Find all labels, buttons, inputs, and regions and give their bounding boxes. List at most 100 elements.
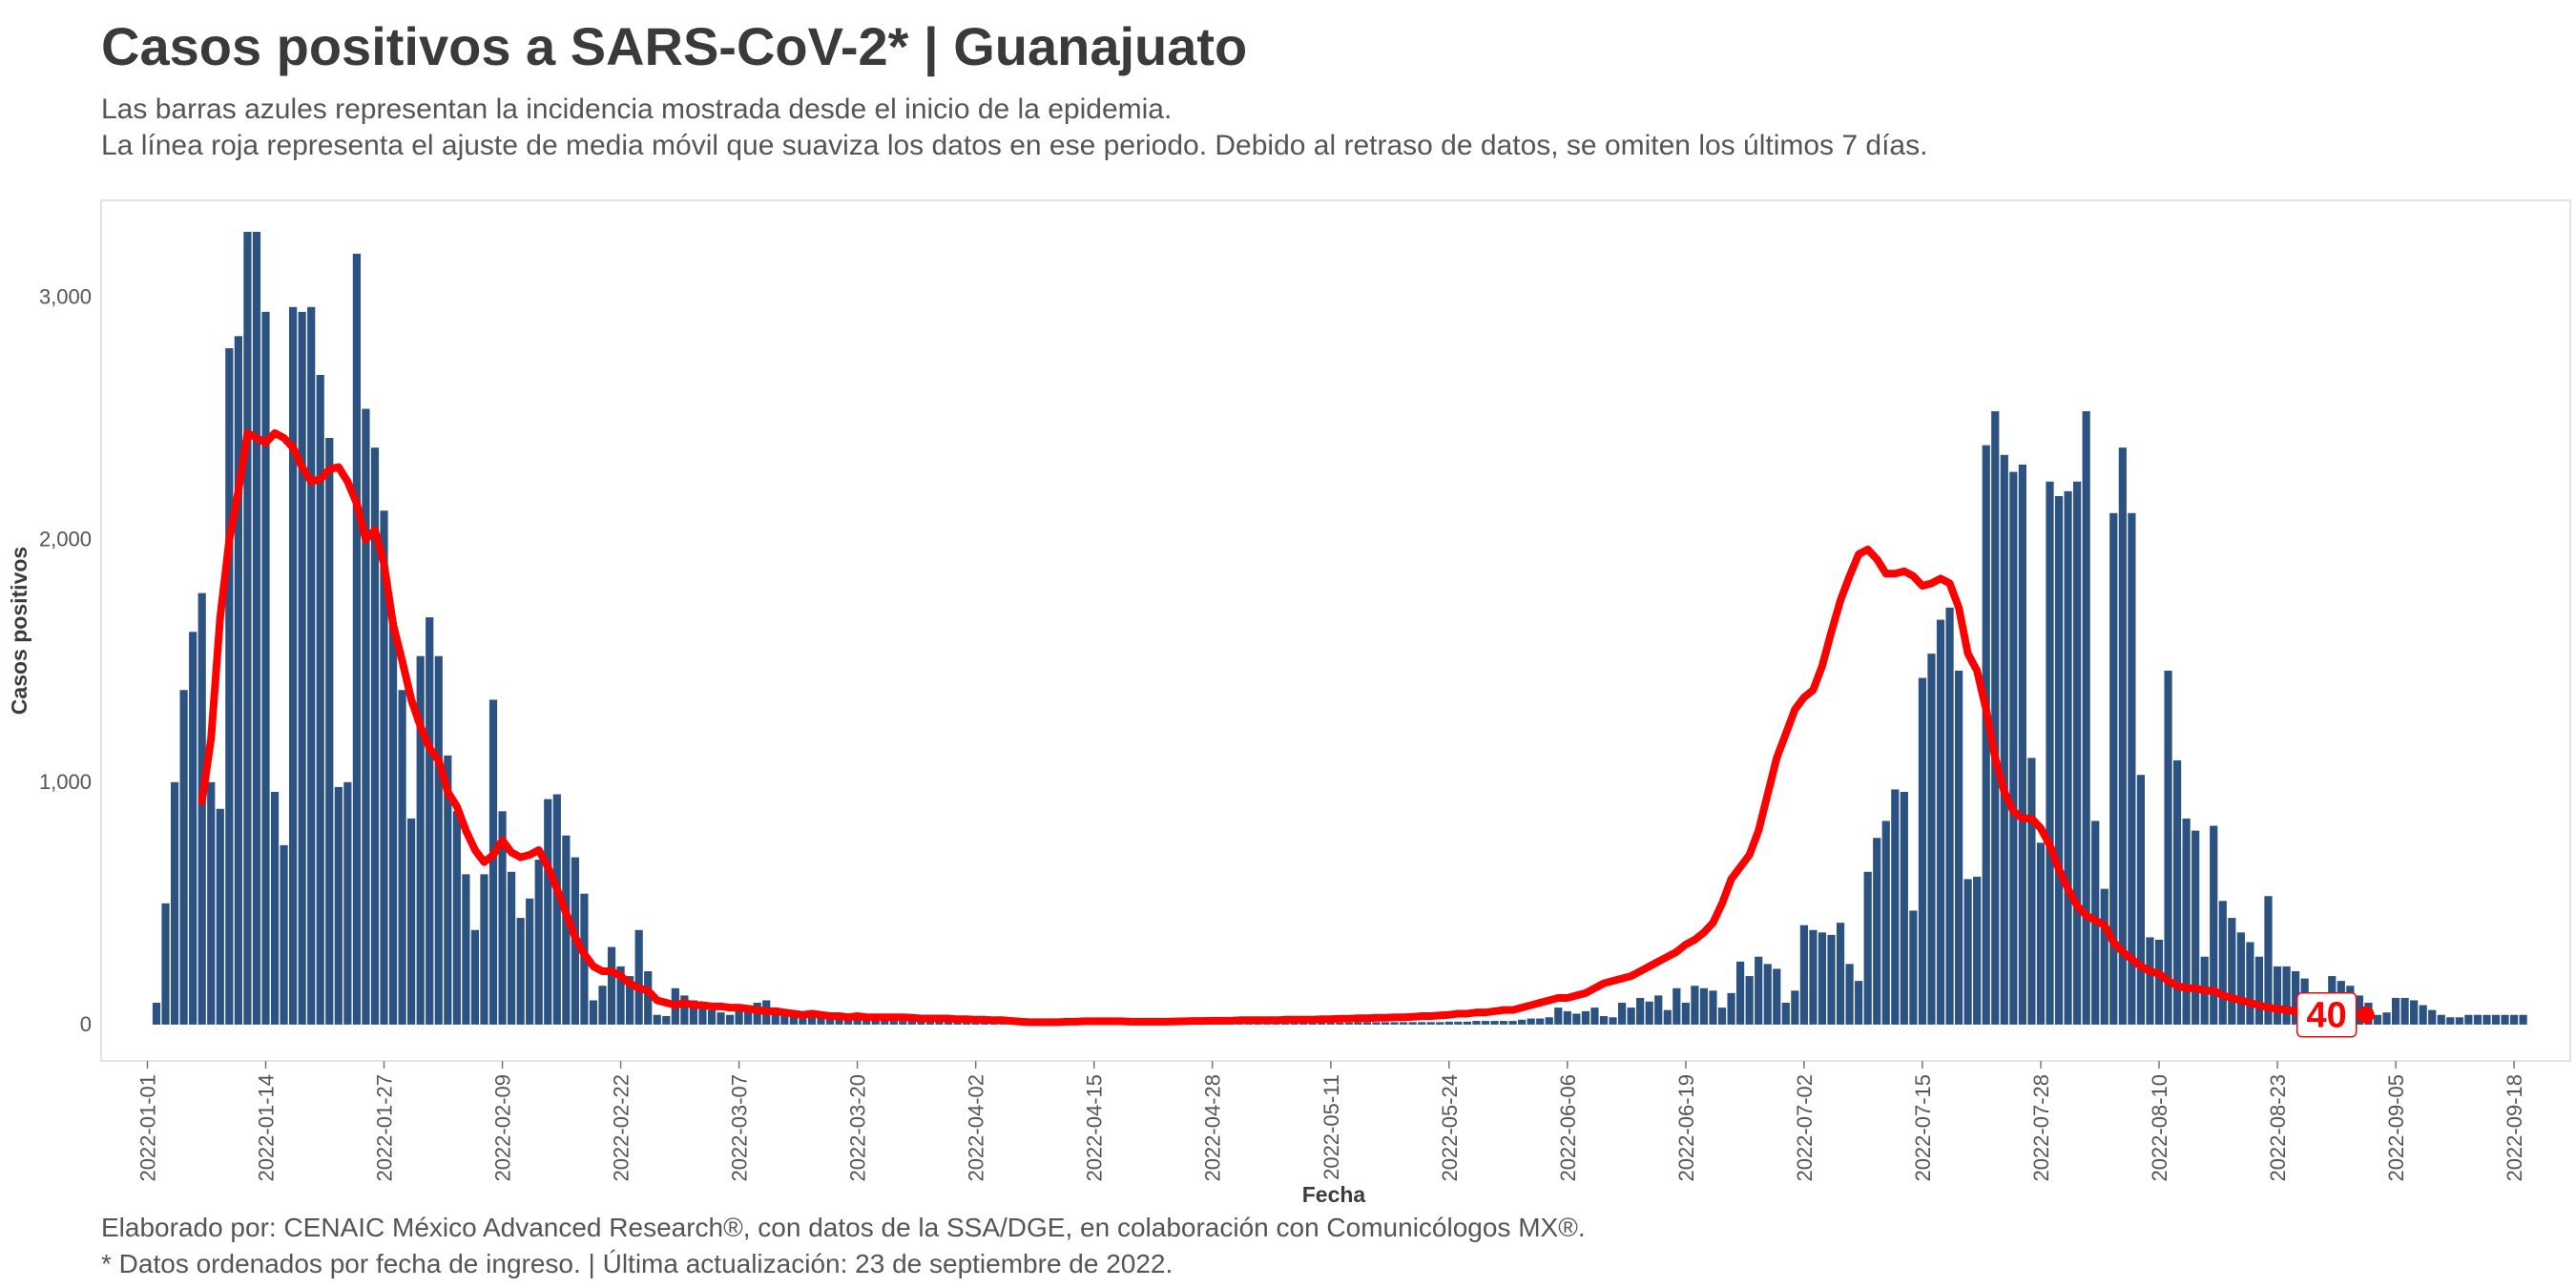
bar [653, 1014, 661, 1025]
bar [1336, 1022, 1344, 1025]
bar [407, 818, 416, 1025]
bar [2154, 939, 2164, 1025]
bar [2172, 759, 2182, 1025]
bar [2428, 1009, 2437, 1025]
bar [871, 1019, 880, 1025]
bar [1945, 607, 1954, 1025]
y-tick-label: 2,000 [39, 528, 92, 551]
bar [944, 1021, 953, 1025]
x-tick-label: 2022-03-20 [846, 1074, 870, 1182]
caption-line-2: * Datos ordenados por fecha de ingreso. … [101, 1249, 1174, 1278]
bar [1490, 1021, 1499, 1025]
bar [480, 874, 488, 1025]
bar [1763, 964, 1772, 1025]
bar [889, 1021, 898, 1025]
bar [426, 617, 434, 1025]
bar [1909, 910, 1918, 1025]
bar [334, 786, 343, 1025]
bar [717, 1012, 725, 1025]
bar [2246, 942, 2254, 1025]
bar [416, 655, 425, 1025]
bar [1518, 1019, 1527, 1025]
bar [2136, 775, 2146, 1025]
subtitle-line-1: Las barras azules representan la inciden… [101, 93, 1173, 125]
x-tick-label: 2022-05-11 [1319, 1074, 1343, 1180]
bar [243, 232, 252, 1025]
bar [1499, 1021, 1508, 1025]
bar [1299, 1022, 1308, 1025]
x-tick-label: 2022-06-19 [1674, 1074, 1698, 1182]
bar [1536, 1018, 1545, 1025]
bar [1444, 1021, 1453, 1025]
bar [907, 1021, 916, 1025]
bar [170, 781, 179, 1025]
x-tick-label: 2022-08-10 [2148, 1074, 2171, 1182]
x-tick-label: 2022-01-27 [373, 1074, 397, 1182]
bar [598, 986, 607, 1025]
bar [1545, 1017, 1553, 1025]
bar [507, 871, 516, 1025]
bar [234, 336, 242, 1025]
x-tick-label: 2022-02-22 [610, 1074, 634, 1182]
bar [1954, 670, 1963, 1025]
bar [2282, 966, 2291, 1025]
bar [1927, 654, 1936, 1025]
chart-title: Casos positivos a SARS-CoV-2* | Guanajua… [101, 16, 1248, 76]
bar [1326, 1022, 1335, 1025]
bar [1672, 987, 1681, 1025]
bar [1308, 1022, 1317, 1025]
bar [1654, 995, 1663, 1025]
bar [1426, 1022, 1435, 1025]
bar [1791, 990, 1799, 1025]
bar [352, 253, 362, 1025]
bar [1645, 1001, 1653, 1025]
chart-caption: Elaborado por: CENAIC México Advanced Re… [101, 1210, 1586, 1282]
bar [1982, 445, 1990, 1025]
bar [462, 874, 470, 1025]
bar [2054, 495, 2064, 1025]
bar [307, 306, 316, 1025]
bar [2228, 918, 2236, 1025]
bar [488, 699, 498, 1025]
bar [161, 903, 170, 1025]
bar [1773, 968, 1781, 1025]
bar [1563, 1010, 1571, 1025]
bar [1727, 992, 1735, 1025]
bar [1454, 1021, 1463, 1025]
x-tick-label: 2022-09-18 [2503, 1074, 2526, 1182]
bar [1736, 961, 1745, 1025]
last-value-label-box [2296, 991, 2358, 1038]
bar [325, 438, 334, 1025]
bar [2455, 1017, 2463, 1025]
bar [2509, 1014, 2519, 1025]
bar [644, 970, 653, 1025]
bar [2018, 464, 2026, 1025]
bar [689, 1000, 698, 1025]
bar [899, 1021, 907, 1025]
bar [2118, 447, 2127, 1025]
y-tick-label: 1,000 [39, 770, 92, 794]
bar [1617, 1003, 1627, 1025]
bar [1344, 1022, 1353, 1025]
bar-series [152, 232, 2527, 1025]
bar [780, 1009, 789, 1025]
bar [2483, 1014, 2491, 1025]
x-axis: 2022-01-01 2022-01-14 2022-01-27 2022-02-09… [136, 1061, 2526, 1182]
bar [1936, 619, 1945, 1025]
bar [2292, 970, 2300, 1025]
bar [2073, 481, 2082, 1025]
bar [207, 781, 216, 1025]
bar [1572, 1013, 1581, 1025]
x-tick-label: 2022-04-15 [1083, 1074, 1107, 1182]
x-tick-label: 2022-04-28 [1201, 1074, 1225, 1182]
subtitle-line-2: La línea roja representa el ajuste de me… [101, 130, 1928, 161]
bar [1836, 923, 1845, 1025]
bar [270, 791, 280, 1025]
bar [662, 1015, 671, 1025]
y-tick-label: 0 [80, 1012, 92, 1036]
bar [1781, 1003, 1790, 1025]
bar [1627, 1008, 1635, 1025]
bar [881, 1019, 889, 1025]
bar [316, 374, 324, 1025]
bar [1963, 879, 1972, 1025]
